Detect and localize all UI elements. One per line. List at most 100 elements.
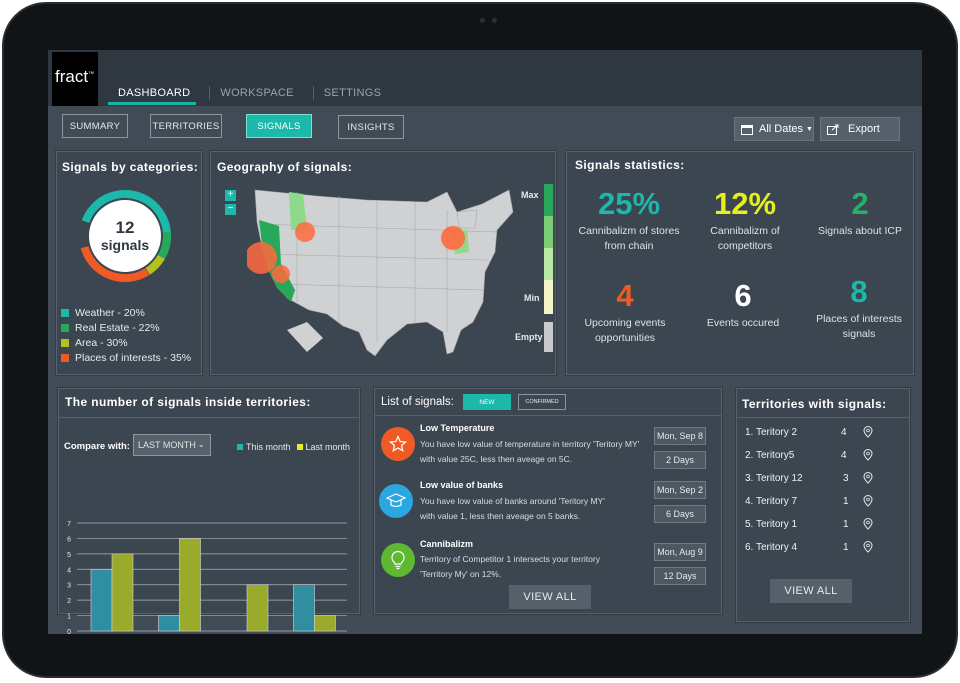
- territory-name: 4. Teritory 7: [745, 496, 798, 507]
- compare-label: Compare with:: [64, 441, 130, 452]
- star-icon: [389, 435, 407, 453]
- compare-select[interactable]: LAST MONTH ⌄: [133, 434, 211, 456]
- zoom-in-button[interactable]: +: [225, 190, 236, 201]
- stat-label: Signals about ICP: [817, 225, 903, 237]
- map-pin-icon[interactable]: [863, 472, 873, 484]
- map-pin-icon[interactable]: [863, 541, 873, 553]
- y-tick-label: 4: [67, 567, 71, 574]
- y-tick-label: 2: [67, 598, 71, 605]
- scale-high-swatch: [544, 216, 553, 248]
- nav-workspace[interactable]: WORKSPACE: [210, 86, 314, 100]
- chart-legend: This month Last month: [237, 442, 350, 452]
- stat-value: 25%: [597, 186, 661, 221]
- legend-swatch: [61, 354, 69, 362]
- stat-events-occured: 6 Events occured: [697, 278, 789, 331]
- donut-center: [89, 200, 161, 272]
- signals-view-all-button[interactable]: VIEW ALL: [509, 585, 591, 609]
- territory-chart-title: The number of signals inside territories…: [65, 395, 311, 409]
- y-tick-label: 5: [67, 552, 71, 559]
- territories-view-all-button[interactable]: VIEW ALL: [770, 579, 852, 603]
- signal-icon-wrap: [381, 427, 415, 461]
- divider: [737, 417, 909, 418]
- categories-donut: [79, 190, 171, 282]
- divider: [375, 415, 721, 416]
- region-idaho: [289, 192, 307, 230]
- graduation-cap-icon: [386, 493, 406, 508]
- export-icon: [827, 124, 839, 135]
- territory-name: 3. Teritory 12: [745, 473, 803, 484]
- logo: fract™: [52, 52, 98, 106]
- statistics-panel: Signals statistics: 25% Cannibalizm of s…: [566, 151, 914, 375]
- signal-desc: You have low value of banks around 'Teri…: [420, 496, 605, 506]
- territory-chart-panel: The number of signals inside territories…: [58, 388, 360, 634]
- legend-places: Places of interests - 35%: [61, 352, 191, 364]
- camera: [480, 18, 500, 24]
- signal-icon-wrap: [381, 543, 415, 577]
- signal-marker[interactable]: [272, 265, 290, 283]
- tab-summary[interactable]: SUMMARY: [62, 114, 128, 138]
- signal-age: 6 Days: [654, 505, 706, 523]
- signal-desc: with value 1, less then aveage on 5 bank…: [420, 511, 581, 521]
- bar-this-month: [293, 584, 315, 632]
- map-pin-icon[interactable]: [863, 449, 873, 461]
- date-filter-dropdown[interactable]: All Dates ▼: [734, 117, 814, 141]
- signals-list-title: List of signals:: [381, 396, 454, 408]
- signal-desc: Territory of Competitor 1 intersects you…: [420, 554, 600, 564]
- scale-max-swatch: [544, 184, 553, 216]
- signal-marker[interactable]: [295, 222, 315, 242]
- legend-swatch: [61, 324, 69, 332]
- stat-value: 6: [734, 278, 752, 313]
- territory-count: 4: [841, 427, 847, 438]
- stat-value: 12%: [713, 186, 777, 221]
- export-label: Export: [848, 123, 880, 135]
- top-bar: fract™ DASHBOARD WORKSPACE SETTINGS: [48, 50, 922, 106]
- map-pin-icon[interactable]: [863, 426, 873, 438]
- nav-dashboard[interactable]: DASHBOARD: [108, 86, 211, 100]
- signal-desc: You have low value of temperature in ter…: [420, 439, 640, 449]
- signals-count-label: signals: [100, 237, 150, 253]
- legend-swatch: [61, 339, 69, 347]
- scale-empty-label: Empty: [515, 332, 543, 342]
- region-michigan: [456, 209, 478, 229]
- tab-insights[interactable]: INSIGHTS: [338, 115, 404, 139]
- categories-title: Signals by categories:: [62, 160, 199, 174]
- us-map[interactable]: [247, 182, 517, 362]
- legend-last-month: Last month: [305, 442, 351, 452]
- region-alaska: [287, 322, 323, 352]
- map-pin-icon[interactable]: [863, 495, 873, 507]
- tab-signals[interactable]: SIGNALS: [246, 114, 312, 138]
- signal-marker[interactable]: [247, 242, 277, 274]
- signal-marker[interactable]: [441, 226, 465, 250]
- signal-desc: 'Territory My' on 12%.: [420, 569, 502, 579]
- stat-icp: 2 Signals about ICP: [817, 186, 903, 239]
- chevron-down-icon: ▼: [806, 125, 813, 133]
- bar-last-month: [246, 584, 269, 632]
- categories-panel: Signals by categories: 12 signals Weathe…: [56, 151, 202, 375]
- statistics-title: Signals statistics:: [575, 158, 685, 172]
- bar-this-month: [158, 615, 180, 632]
- badge-new[interactable]: NEW: [463, 394, 511, 410]
- lightbulb-icon: [391, 550, 405, 570]
- stat-label: Upcoming events opportunities: [584, 317, 666, 344]
- scale-max-label: Max: [521, 190, 539, 200]
- zoom-out-button[interactable]: −: [225, 204, 236, 215]
- stat-label: Cannibalizm of competitors: [710, 225, 780, 252]
- stat-cannibalizm-competitors: 12% Cannibalizm of competitors: [695, 186, 795, 254]
- badge-confirmed[interactable]: CONFIRMED: [518, 394, 566, 410]
- date-filter-value: All Dates: [759, 123, 804, 135]
- calendar-icon: [741, 124, 753, 135]
- legend-swatch-last-month: [296, 444, 303, 450]
- tab-territories[interactable]: TERRITORIES: [150, 114, 222, 138]
- export-button[interactable]: Export: [820, 117, 900, 141]
- territory-name: 6. Teritory 4: [745, 542, 798, 553]
- legend-swatch-this-month: [237, 444, 243, 450]
- legend-weather: Weather - 20%: [61, 307, 145, 319]
- nav-settings[interactable]: SETTINGS: [323, 87, 382, 99]
- donut-real-estate: [79, 190, 171, 282]
- map-pin-icon[interactable]: [863, 518, 873, 530]
- signal-desc: with value 25C, less then aveage on 5C.: [420, 454, 573, 464]
- state-borders: [256, 192, 498, 342]
- compare-select-value: LAST MONTH: [138, 440, 196, 450]
- bar-last-month: [179, 538, 201, 632]
